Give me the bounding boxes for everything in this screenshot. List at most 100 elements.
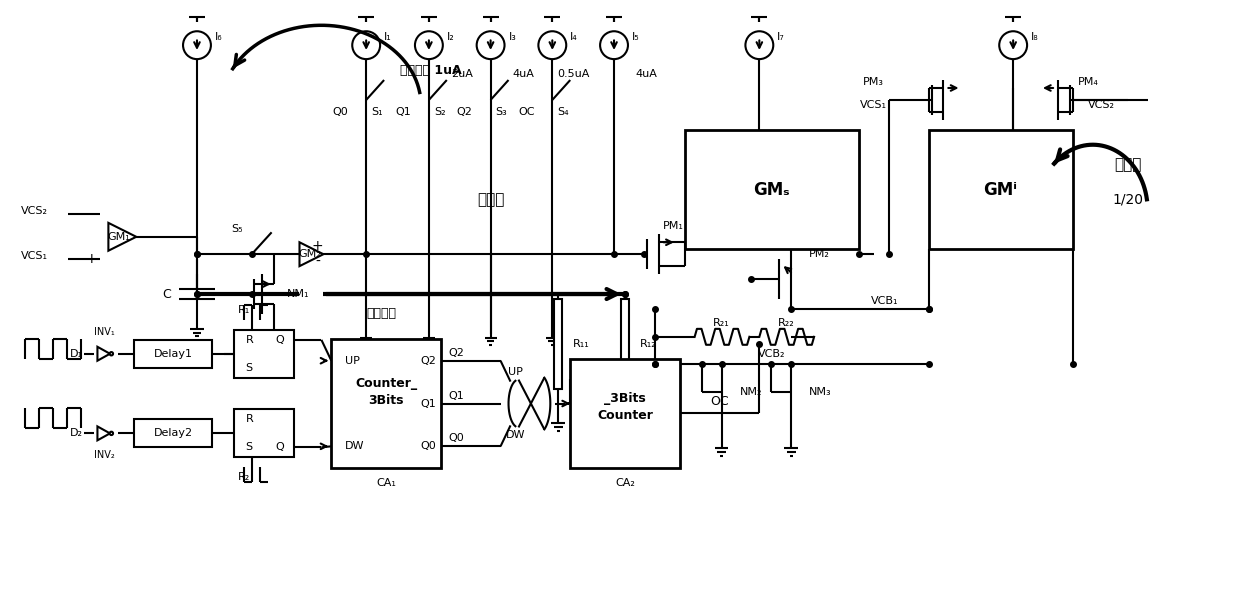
- Text: I₇: I₇: [777, 32, 785, 42]
- Text: R₂₁: R₂₁: [713, 318, 730, 328]
- Text: Q1: Q1: [420, 398, 435, 409]
- Text: Delay1: Delay1: [154, 349, 192, 359]
- Bar: [134, 340, 212, 368]
- Text: D₁: D₁: [69, 349, 83, 359]
- Text: PM₁: PM₁: [663, 222, 684, 231]
- Circle shape: [600, 31, 627, 59]
- Circle shape: [184, 31, 211, 59]
- Text: INV₂: INV₂: [94, 450, 115, 460]
- Text: GM₁: GM₁: [107, 232, 130, 242]
- Text: Delay2: Delay2: [154, 428, 192, 438]
- Text: VCS₂: VCS₂: [21, 207, 48, 216]
- Text: CA₂: CA₂: [615, 478, 635, 488]
- Text: VCB₂: VCB₂: [758, 349, 785, 359]
- Text: Q1: Q1: [449, 391, 465, 401]
- Text: OC: OC: [518, 107, 534, 117]
- Text: I₄: I₄: [570, 32, 578, 42]
- Polygon shape: [300, 242, 324, 266]
- Bar: [929, 130, 1073, 249]
- Text: PM₄: PM₄: [1078, 77, 1099, 87]
- Text: I₃: I₃: [508, 32, 516, 42]
- Text: R₁: R₁: [238, 305, 250, 315]
- Text: Q0: Q0: [449, 433, 465, 443]
- Bar: [684, 130, 859, 249]
- Text: GM₂: GM₂: [298, 249, 321, 259]
- Text: +: +: [311, 239, 324, 253]
- Text: VCS₂: VCS₂: [1087, 100, 1115, 110]
- Text: S₃: S₃: [496, 107, 507, 117]
- Text: NM₃: NM₃: [810, 386, 832, 397]
- Text: DW: DW: [345, 441, 365, 451]
- Text: PM₂: PM₂: [810, 249, 830, 259]
- Bar: [570, 359, 680, 468]
- Text: S₂: S₂: [434, 107, 445, 117]
- Text: DW: DW: [506, 430, 526, 440]
- Bar: [621, 299, 629, 389]
- Text: R: R: [246, 335, 253, 345]
- Text: VCS₁: VCS₁: [21, 251, 48, 261]
- Text: R₂: R₂: [238, 472, 250, 482]
- Text: S₄: S₄: [557, 107, 569, 117]
- Bar: [234, 330, 294, 377]
- Text: VCS₁: VCS₁: [861, 100, 888, 110]
- Text: 2uA: 2uA: [451, 69, 472, 79]
- Text: I₈: I₈: [1032, 32, 1039, 42]
- Text: I₆: I₆: [215, 32, 222, 42]
- Text: Counter_: Counter_: [355, 377, 417, 390]
- Bar: [331, 339, 441, 468]
- Circle shape: [109, 432, 113, 435]
- Text: I₂: I₂: [446, 32, 455, 42]
- Circle shape: [745, 31, 774, 59]
- Text: Q2: Q2: [449, 348, 465, 358]
- Bar: [554, 299, 562, 389]
- Circle shape: [415, 31, 443, 59]
- Text: OC: OC: [711, 395, 729, 408]
- Text: GMⁱ: GMⁱ: [983, 180, 1017, 198]
- Circle shape: [538, 31, 567, 59]
- Text: -: -: [93, 207, 98, 222]
- Text: UP: UP: [345, 356, 360, 366]
- Text: VCB₁: VCB₁: [872, 296, 899, 306]
- Text: Q1: Q1: [396, 107, 410, 117]
- Text: 数字通道 1uA: 数字通道 1uA: [401, 63, 461, 77]
- Polygon shape: [108, 223, 136, 251]
- Text: CA₁: CA₁: [376, 478, 396, 488]
- Text: S: S: [246, 442, 253, 452]
- Bar: [134, 419, 212, 447]
- Text: R₂₂: R₂₂: [777, 318, 795, 328]
- Text: Q: Q: [275, 335, 284, 345]
- Text: Q0: Q0: [420, 441, 435, 451]
- Text: INV₁: INV₁: [94, 327, 115, 337]
- Text: Counter: Counter: [596, 409, 653, 422]
- Text: _3Bits: _3Bits: [604, 392, 646, 405]
- Text: R₁₂: R₁₂: [640, 339, 657, 349]
- Text: NM₁: NM₁: [286, 289, 309, 299]
- Text: R: R: [246, 415, 253, 425]
- Polygon shape: [98, 426, 110, 440]
- Polygon shape: [98, 347, 110, 361]
- Text: +: +: [86, 252, 98, 266]
- Circle shape: [476, 31, 505, 59]
- Text: 4uA: 4uA: [636, 69, 657, 79]
- Text: 0.5uA: 0.5uA: [557, 69, 590, 79]
- Text: C: C: [162, 288, 171, 301]
- Text: UP: UP: [508, 367, 523, 377]
- Text: S₁: S₁: [371, 107, 383, 117]
- Text: 3Bits: 3Bits: [368, 394, 404, 407]
- Text: 模拟通道: 模拟通道: [366, 307, 396, 320]
- Text: NM₂: NM₂: [739, 386, 761, 397]
- Text: -: -: [315, 255, 320, 269]
- Text: GMₛ: GMₛ: [753, 180, 790, 198]
- Text: 快通道: 快通道: [1114, 157, 1141, 172]
- Text: I₅: I₅: [632, 32, 640, 42]
- Circle shape: [999, 31, 1027, 59]
- Bar: [234, 410, 294, 457]
- Text: D₂: D₂: [69, 428, 83, 438]
- Text: I₁: I₁: [384, 32, 392, 42]
- Text: Q: Q: [275, 442, 284, 452]
- Text: 4uA: 4uA: [512, 69, 534, 79]
- Text: 1/20: 1/20: [1112, 192, 1143, 207]
- Text: Q0: Q0: [332, 107, 348, 117]
- Text: S₅: S₅: [231, 225, 243, 234]
- Text: S: S: [246, 362, 253, 373]
